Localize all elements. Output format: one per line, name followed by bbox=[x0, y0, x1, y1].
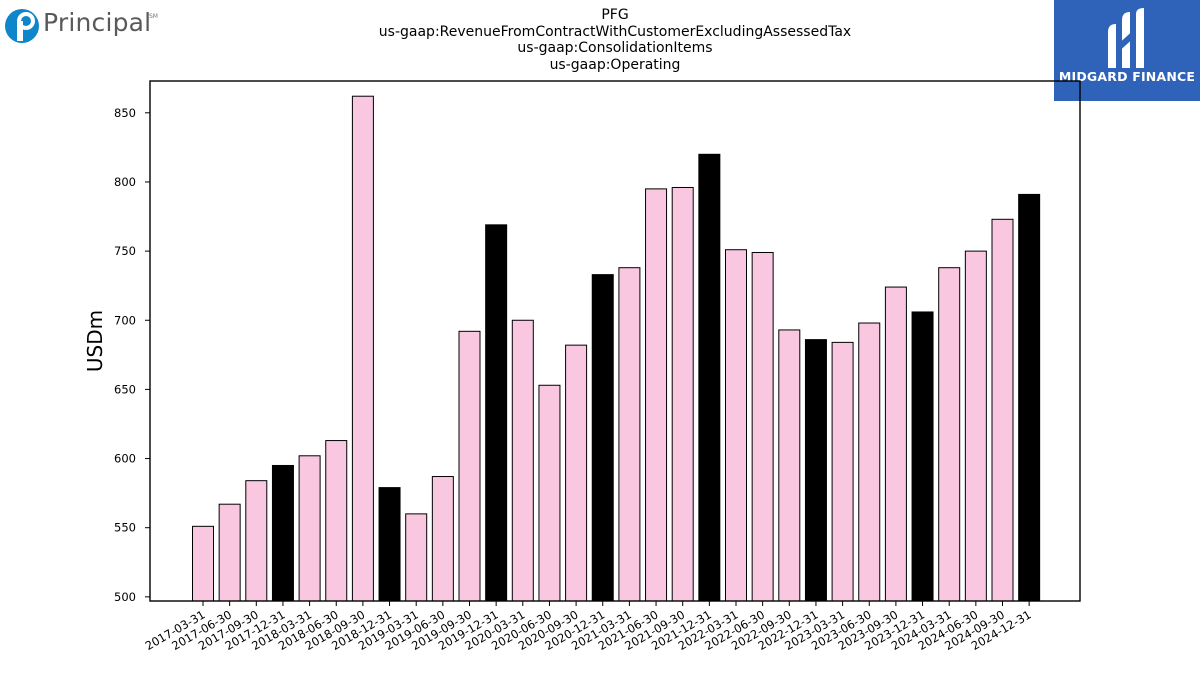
bar-2019-09-30 bbox=[458, 330, 481, 602]
bar-2022-12-31 bbox=[804, 339, 827, 602]
midgard-brand-text: MIDGARD FINANCE bbox=[1058, 69, 1196, 84]
bar-2019-03-31 bbox=[405, 513, 428, 602]
bar-2020-09-30 bbox=[565, 344, 588, 602]
bar-2018-09-30 bbox=[351, 95, 374, 602]
chart-title-block: PFG us-gaap:RevenueFromContractWithCusto… bbox=[315, 7, 915, 74]
bar-2023-12-31 bbox=[911, 311, 934, 602]
principal-logo: Principal SM bbox=[5, 5, 165, 49]
bar-2022-06-30 bbox=[751, 251, 774, 602]
bar-2021-12-31 bbox=[698, 153, 721, 602]
y-tick-label: 650 bbox=[114, 382, 136, 396]
plot-frame bbox=[149, 80, 1081, 602]
bar-2024-06-30 bbox=[964, 250, 987, 602]
bar-2021-03-31 bbox=[618, 267, 641, 602]
bar-2017-03-31 bbox=[192, 525, 214, 602]
principal-mark-icon bbox=[5, 9, 39, 43]
bar-2023-06-30 bbox=[858, 322, 881, 602]
bar-2024-09-30 bbox=[991, 218, 1014, 602]
y-axis-label: USDm bbox=[83, 310, 107, 372]
bar-2018-03-31 bbox=[298, 455, 321, 602]
bar-2020-03-31 bbox=[511, 319, 534, 602]
y-tick-label: 800 bbox=[114, 175, 136, 189]
bar-2022-03-31 bbox=[725, 249, 747, 602]
y-tick-label: 500 bbox=[114, 590, 136, 604]
bar-2023-09-30 bbox=[884, 286, 907, 602]
bar-2018-06-30 bbox=[325, 440, 348, 602]
bar-2019-06-30 bbox=[431, 476, 454, 602]
midgard-finance-logo: MIDGARD FINANCE bbox=[1054, 0, 1200, 101]
bar-2022-09-30 bbox=[778, 329, 801, 602]
bar-2024-03-31 bbox=[938, 267, 961, 602]
bar-2019-12-31 bbox=[485, 224, 508, 602]
chart-subtitle-line-2: us-gaap:ConsolidationItems bbox=[517, 40, 713, 57]
bar-2020-12-31 bbox=[591, 274, 614, 602]
bar-2017-09-30 bbox=[245, 480, 268, 602]
midgard-mark-icon bbox=[1108, 8, 1144, 68]
chart-subtitle-line-1: us-gaap:RevenueFromContractWithCustomerE… bbox=[378, 23, 852, 40]
bar-2020-06-30 bbox=[538, 384, 561, 602]
bar-2018-12-31 bbox=[378, 487, 401, 602]
bar-2017-06-30 bbox=[218, 503, 241, 602]
principal-sm-mark: SM bbox=[149, 13, 158, 20]
y-tick-label: 550 bbox=[114, 521, 136, 535]
bar-2021-06-30 bbox=[645, 188, 668, 602]
principal-brand-text: Principal bbox=[43, 8, 152, 37]
bar-2021-09-30 bbox=[671, 186, 694, 602]
bar-2023-03-31 bbox=[831, 341, 854, 602]
bar-2017-12-31 bbox=[271, 464, 294, 602]
chart-subtitle-line-3: us-gaap:Operating bbox=[549, 57, 681, 74]
y-tick-label: 750 bbox=[114, 244, 136, 258]
y-tick-label: 600 bbox=[114, 452, 136, 466]
y-tick-label: 850 bbox=[114, 106, 136, 120]
bar-2024-12-31 bbox=[1018, 193, 1041, 602]
chart-title: PFG bbox=[601, 7, 629, 23]
y-tick-label: 700 bbox=[114, 313, 136, 327]
